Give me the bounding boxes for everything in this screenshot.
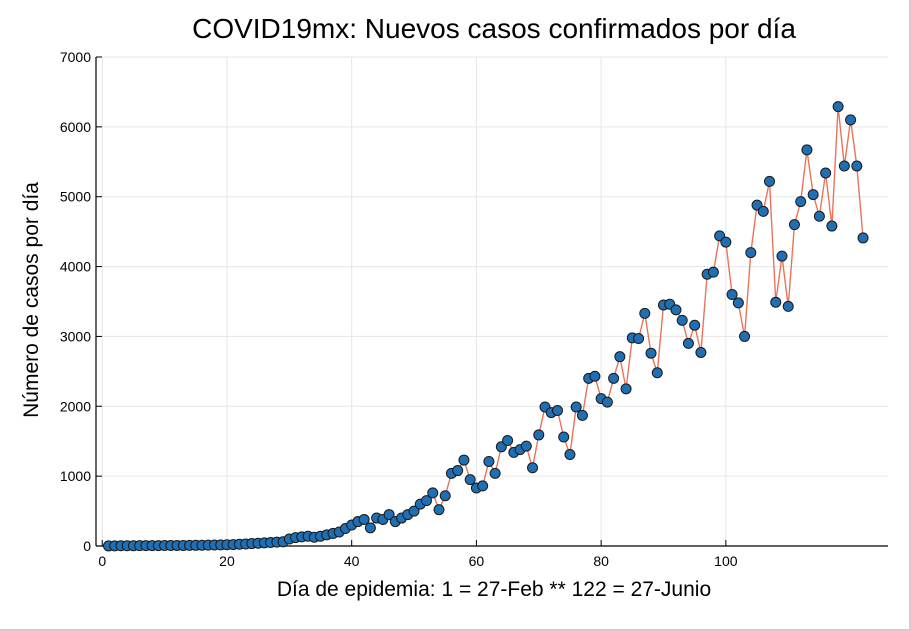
data-point bbox=[782, 300, 794, 312]
data-point bbox=[813, 210, 825, 222]
data-point bbox=[589, 370, 601, 382]
y-tick-label: 3000 bbox=[60, 328, 91, 344]
data-point bbox=[433, 504, 445, 516]
data-point bbox=[452, 465, 464, 477]
data-point bbox=[520, 440, 532, 452]
x-tick-label: 80 bbox=[593, 553, 609, 569]
data-point bbox=[651, 367, 663, 379]
data-point bbox=[489, 467, 501, 479]
data-point bbox=[483, 455, 495, 467]
data-point bbox=[502, 435, 514, 447]
data-point bbox=[851, 160, 863, 172]
x-tick-label: 100 bbox=[714, 553, 738, 569]
y-axis-label: Número de casos por día bbox=[20, 182, 43, 418]
data-point bbox=[639, 307, 651, 319]
data-point bbox=[614, 351, 626, 363]
data-point bbox=[421, 495, 433, 507]
data-point bbox=[739, 330, 751, 342]
data-point bbox=[620, 383, 632, 395]
data-point bbox=[795, 196, 807, 208]
data-point bbox=[383, 509, 395, 521]
grid-lines bbox=[96, 56, 888, 547]
data-point bbox=[464, 474, 476, 486]
y-tick-label: 5000 bbox=[60, 189, 91, 205]
data-point bbox=[427, 487, 439, 499]
data-point bbox=[826, 220, 838, 232]
data-point bbox=[832, 101, 844, 113]
data-point bbox=[477, 480, 489, 492]
chart-title: COVID19mx: Nuevos casos confirmados por … bbox=[192, 13, 796, 44]
data-point bbox=[564, 448, 576, 460]
data-point bbox=[645, 347, 657, 359]
data-point bbox=[439, 490, 451, 502]
data-point bbox=[601, 396, 613, 408]
data-point bbox=[845, 114, 857, 126]
data-point bbox=[838, 160, 850, 172]
data-point bbox=[820, 167, 832, 179]
data-point bbox=[633, 333, 645, 345]
data-point bbox=[764, 175, 776, 187]
x-axis-label: Día de epidemia: 1 = 27-Feb ** 122 = 27-… bbox=[277, 578, 711, 601]
data-point bbox=[408, 505, 420, 517]
data-point bbox=[551, 404, 563, 416]
data-point bbox=[533, 429, 545, 441]
y-tick-label: 6000 bbox=[60, 119, 91, 135]
data-point bbox=[608, 372, 620, 384]
data-point bbox=[776, 250, 788, 262]
data-point bbox=[570, 401, 582, 413]
data-point bbox=[732, 297, 744, 309]
x-tick-labels: 0 20 40 60 80 100 bbox=[98, 540, 738, 569]
y-tick-labels: 0 1000 2000 3000 4000 5000 6000 7000 bbox=[60, 49, 102, 554]
data-point bbox=[757, 205, 769, 217]
series-line-path bbox=[108, 106, 864, 547]
y-tick-label: 4000 bbox=[60, 259, 91, 275]
data-point bbox=[857, 232, 869, 244]
data-point bbox=[689, 319, 701, 331]
data-points bbox=[102, 101, 869, 552]
y-tick-label: 0 bbox=[83, 538, 91, 554]
x-tick-label: 20 bbox=[219, 553, 235, 569]
data-point bbox=[676, 314, 688, 326]
y-tick-label: 2000 bbox=[60, 398, 91, 414]
data-point bbox=[695, 346, 707, 358]
x-tick-label: 0 bbox=[98, 553, 106, 569]
data-point bbox=[707, 266, 719, 278]
data-point bbox=[770, 296, 782, 308]
x-tick-label: 60 bbox=[469, 553, 485, 569]
x-tick-label: 40 bbox=[344, 553, 360, 569]
series-line bbox=[108, 106, 864, 547]
data-point bbox=[726, 289, 738, 301]
data-point bbox=[745, 247, 757, 259]
data-point bbox=[358, 513, 370, 525]
data-point bbox=[682, 337, 694, 349]
data-point bbox=[801, 144, 813, 156]
data-point bbox=[807, 189, 819, 201]
data-point bbox=[364, 522, 376, 534]
data-point bbox=[558, 431, 570, 443]
y-tick-label: 7000 bbox=[60, 49, 91, 65]
data-point bbox=[527, 462, 539, 474]
data-point bbox=[720, 236, 732, 248]
y-tick-label: 1000 bbox=[60, 468, 91, 484]
data-point bbox=[788, 219, 800, 231]
data-point bbox=[576, 409, 588, 421]
data-point bbox=[458, 454, 470, 466]
data-point bbox=[670, 304, 682, 316]
